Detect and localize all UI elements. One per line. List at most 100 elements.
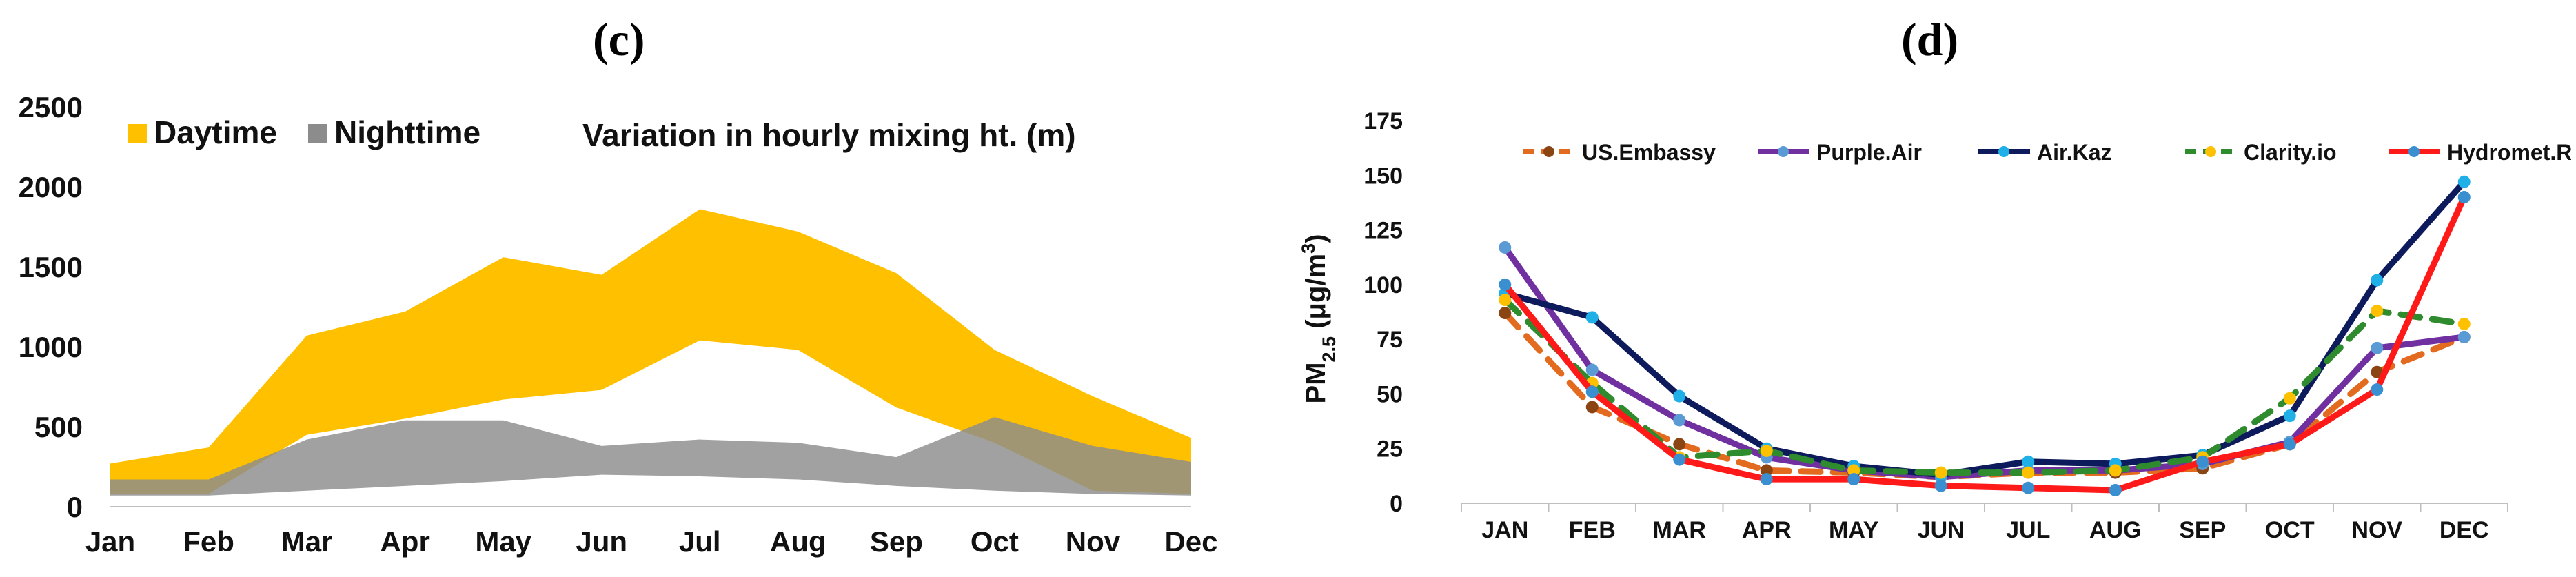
legend-swatch-daytime [128,124,147,143]
legend-label-daytime: Daytime [154,114,277,150]
data-point-purple-air [1499,241,1512,254]
data-point-air-kaz [1585,311,1599,324]
y-tick-label: 2000 [19,171,83,203]
legend-label-air-kaz: Air.Kaz [2037,140,2111,165]
data-point-hydromet-ref [1760,473,1773,486]
x-tick-label: Oct [971,525,1019,558]
x-tick-label: Apr [380,525,429,558]
legend-label-clarity-io: Clarity.io [2244,140,2337,165]
data-point-hydromet-ref [1934,479,1947,492]
y-tick-label: 25 [1377,436,1403,463]
legend-swatch-nighttime [307,124,327,143]
data-point-hydromet-ref [2283,438,2296,451]
x-tick-label: NOV [2351,517,2402,543]
x-tick-label: May [475,525,531,558]
x-tick-label: APR [1742,517,1792,543]
y-tick-label: 500 [34,411,83,443]
x-tick-label: AUG [2089,517,2142,543]
data-point-us-embassy [2371,365,2384,378]
series-line-air-kaz [1501,179,2468,478]
data-point-air-kaz [2457,175,2471,188]
data-point-clarity-io [2457,317,2471,330]
y-tick-label: 100 [1363,272,1403,298]
data-point-hydromet-ref [2196,455,2209,468]
y-tick-label: 1000 [19,331,83,363]
x-tick-label: Feb [183,525,234,558]
x-tick-label: Dec [1164,525,1217,558]
mixing-height-chart: 0 500 1000 1500 2000 2500 Jan Feb Mar Apr May Jun Ju… [19,91,1218,558]
data-point-purple-air [2457,330,2471,343]
series-line-hydromet-ref [1501,194,2468,494]
series-line-us-embassy [1501,310,2468,480]
data-point-us-embassy [1585,401,1599,414]
x-tick-label: Aug [770,525,826,558]
legend-marker-air-kaz [1998,146,2009,157]
data-point-clarity-io [1847,464,1860,477]
x-tick-label: MAR [1653,517,1706,543]
y-tick-label: 75 [1377,327,1403,353]
y-axis-label: PM2.5 (μg/m3) [1298,234,1339,404]
x-tick-label: Jan [85,525,135,558]
series-line-purple-air [1501,244,2468,480]
y-tick-label: 50 [1377,381,1403,407]
legend-marker-clarity-io [2205,146,2216,157]
y-tick-label: 125 [1363,218,1403,244]
panel-label-c: (c) [593,13,645,65]
x-tick-label: SEP [2179,517,2226,543]
data-point-purple-air [2371,341,2384,354]
data-point-clarity-io [2371,304,2384,317]
data-point-purple-air [1585,363,1599,376]
legend-marker-purple-air [1778,146,1789,157]
x-tick-label: Jul [679,525,721,558]
data-point-air-kaz [2022,455,2035,468]
data-point-hydromet-ref [2022,481,2035,494]
y-tick-label: 0 [67,491,83,523]
x-tick-label: OCT [2265,517,2315,543]
y-tick-label: 150 [1363,163,1403,189]
data-point-purple-air [1673,414,1686,427]
data-point-us-embassy [1673,438,1686,451]
data-point-clarity-io [1499,294,1512,307]
data-point-us-embassy [1760,464,1773,477]
data-point-air-kaz [1673,389,1686,403]
x-tick-label: JUN [1918,517,1965,543]
legend-label-purple-air: Purple.Air [1816,140,1922,165]
legend-label-nighttime: Nighttime [334,114,480,150]
pm25-line-chart: 0 25 50 75 100 125 150 175 JAN FEB MAR APR MAY JUN JUL… [1298,108,2571,543]
data-point-air-kaz [2283,409,2296,423]
y-tick-label: 175 [1363,108,1403,134]
data-point-us-embassy [1499,307,1512,320]
x-tick-label: JAN [1481,517,1528,543]
data-point-clarity-io [2109,464,2122,477]
x-tick-label: Sep [870,525,923,558]
data-point-hydromet-ref [2457,191,2471,203]
data-point-clarity-io [2283,392,2296,405]
y-tick-label: 2500 [19,91,83,123]
legend-label-hydromet-ref: Hydromet.Ref [2447,140,2571,165]
chart-title: Variation in hourly mixing ht. (m) [582,117,1076,153]
data-point-clarity-io [1934,466,1947,479]
x-tick-label: DEC [2440,517,2489,543]
x-tick-label: Mar [281,525,333,558]
y-tick-label: 1500 [19,251,83,283]
legend-marker-hydromet-ref [2408,146,2420,157]
data-point-hydromet-ref [2371,383,2384,396]
data-point-hydromet-ref [1585,385,1599,398]
data-point-clarity-io [2022,466,2035,479]
data-point-hydromet-ref [1499,278,1512,291]
series-line-clarity-io [1501,296,2468,476]
data-point-hydromet-ref [1847,473,1860,486]
x-tick-label: JUL [2006,517,2050,543]
area-daytime [110,209,1191,494]
x-tick-label: Jun [576,525,627,558]
x-tick-label: FEB [1569,517,1616,543]
legend-label-us-embassy: US.Embassy [1582,140,1716,165]
data-point-hydromet-ref [2109,483,2122,496]
area-nighttime [110,417,1191,496]
data-point-air-kaz [2371,274,2384,287]
panel-label-d: (d) [1901,13,1959,65]
data-point-hydromet-ref [1673,453,1686,466]
x-tick-label: Nov [1066,525,1121,558]
legend-marker-us-embassy [1543,146,1554,157]
data-point-clarity-io [1760,444,1773,457]
